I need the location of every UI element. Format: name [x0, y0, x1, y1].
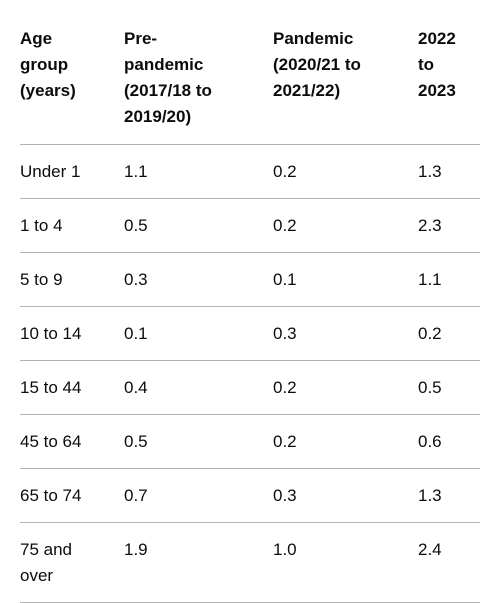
cell-value: 1.3 [418, 486, 442, 505]
cell-value: 0.3 [124, 270, 148, 289]
row-label: 10 to 14 [20, 324, 82, 343]
cell-value: 0.5 [418, 378, 442, 397]
column-header: 2022 to 2023 [418, 29, 456, 100]
table-cell: 1.3 [418, 468, 480, 523]
table-cell: 0.2 [273, 360, 418, 415]
row-label: 5 to 9 [20, 270, 63, 289]
table-row: 75 and over 1.9 1.0 2.4 [20, 522, 480, 603]
table-cell: 1.1 [418, 252, 480, 307]
cell-value: 0.7 [124, 486, 148, 505]
column-header-cell: 2022 to 2023 [418, 26, 480, 145]
table-cell: 0.2 [273, 414, 418, 469]
cell-value: 0.2 [273, 432, 297, 451]
table-cell: 0.5 [124, 198, 273, 253]
row-label: 1 to 4 [20, 216, 63, 235]
table-cell: 2.4 [418, 522, 480, 603]
cell-value: 1.0 [273, 540, 297, 559]
table-cell: 0.2 [273, 198, 418, 253]
cell-value: 2.3 [418, 216, 442, 235]
column-header-cell: Pre-pandemic (2017/18 to 2019/20) [124, 26, 273, 145]
table-row: 5 to 9 0.3 0.1 1.1 [20, 252, 480, 307]
table-cell: 45 to 64 [20, 414, 124, 469]
cell-value: 0.4 [124, 378, 148, 397]
table-row: 65 to 74 0.7 0.3 1.3 [20, 468, 480, 523]
table-cell: 10 to 14 [20, 306, 124, 361]
table-cell: 0.5 [418, 360, 480, 415]
column-header: Pandemic (2020/21 to 2021/22) [273, 29, 361, 100]
cell-value: 0.1 [273, 270, 297, 289]
row-label: 75 and over [20, 540, 72, 585]
cell-value: 1.9 [124, 540, 148, 559]
table-row: Under 1 1.1 0.2 1.3 [20, 144, 480, 199]
header-row: Age group (years) Pre-pandemic (2017/18 t… [20, 26, 480, 145]
table-cell: 1 to 4 [20, 198, 124, 253]
table-cell: 0.3 [273, 468, 418, 523]
row-label: 65 to 74 [20, 486, 82, 505]
table-cell: 1.1 [124, 144, 273, 199]
table-cell: 2.3 [418, 198, 480, 253]
column-header: Age group (years) [20, 29, 76, 100]
table-cell: 0.4 [124, 360, 273, 415]
table-cell: 0.2 [418, 306, 480, 361]
cell-value: 0.2 [273, 162, 297, 181]
table-row: 15 to 44 0.4 0.2 0.5 [20, 360, 480, 415]
cell-value: 0.3 [273, 486, 297, 505]
table-cell: 15 to 44 [20, 360, 124, 415]
cell-value: 0.2 [418, 324, 442, 343]
column-header: Pre-pandemic (2017/18 to 2019/20) [124, 29, 212, 126]
table-row: 45 to 64 0.5 0.2 0.6 [20, 414, 480, 469]
table-cell: 0.1 [124, 306, 273, 361]
cell-value: 0.5 [124, 432, 148, 451]
column-header-cell: Pandemic (2020/21 to 2021/22) [273, 26, 418, 145]
table-cell: 65 to 74 [20, 468, 124, 523]
table-cell: 0.2 [273, 144, 418, 199]
cell-value: 1.1 [124, 162, 148, 181]
table-cell: 0.7 [124, 468, 273, 523]
cell-value: 0.2 [273, 216, 297, 235]
column-header-cell: Age group (years) [20, 26, 124, 145]
cell-value: 0.5 [124, 216, 148, 235]
table-cell: 0.3 [273, 306, 418, 361]
cell-value: 0.2 [273, 378, 297, 397]
cell-value: 0.3 [273, 324, 297, 343]
row-label: 15 to 44 [20, 378, 82, 397]
table-cell: 0.1 [273, 252, 418, 307]
row-label: 45 to 64 [20, 432, 82, 451]
data-table: Age group (years) Pre-pandemic (2017/18 t… [20, 26, 480, 603]
row-label: Under 1 [20, 162, 81, 181]
cell-value: 0.1 [124, 324, 148, 343]
table-cell: Under 1 [20, 144, 124, 199]
cell-value: 2.4 [418, 540, 442, 559]
cell-value: 1.3 [418, 162, 442, 181]
table-cell: 75 and over [20, 522, 124, 603]
table-row: 10 to 14 0.1 0.3 0.2 [20, 306, 480, 361]
table-row: 1 to 4 0.5 0.2 2.3 [20, 198, 480, 253]
table-cell: 5 to 9 [20, 252, 124, 307]
table-cell: 1.0 [273, 522, 418, 603]
table-cell: 1.9 [124, 522, 273, 603]
table-cell: 1.3 [418, 144, 480, 199]
table-head: Age group (years) Pre-pandemic (2017/18 t… [20, 26, 480, 145]
cell-value: 1.1 [418, 270, 442, 289]
table-cell: 0.6 [418, 414, 480, 469]
table-cell: 0.5 [124, 414, 273, 469]
table-body: Under 1 1.1 0.2 1.3 1 to 4 0.5 0.2 2.3 5 to 9 0.3… [20, 144, 480, 603]
cell-value: 0.6 [418, 432, 442, 451]
table-cell: 0.3 [124, 252, 273, 307]
